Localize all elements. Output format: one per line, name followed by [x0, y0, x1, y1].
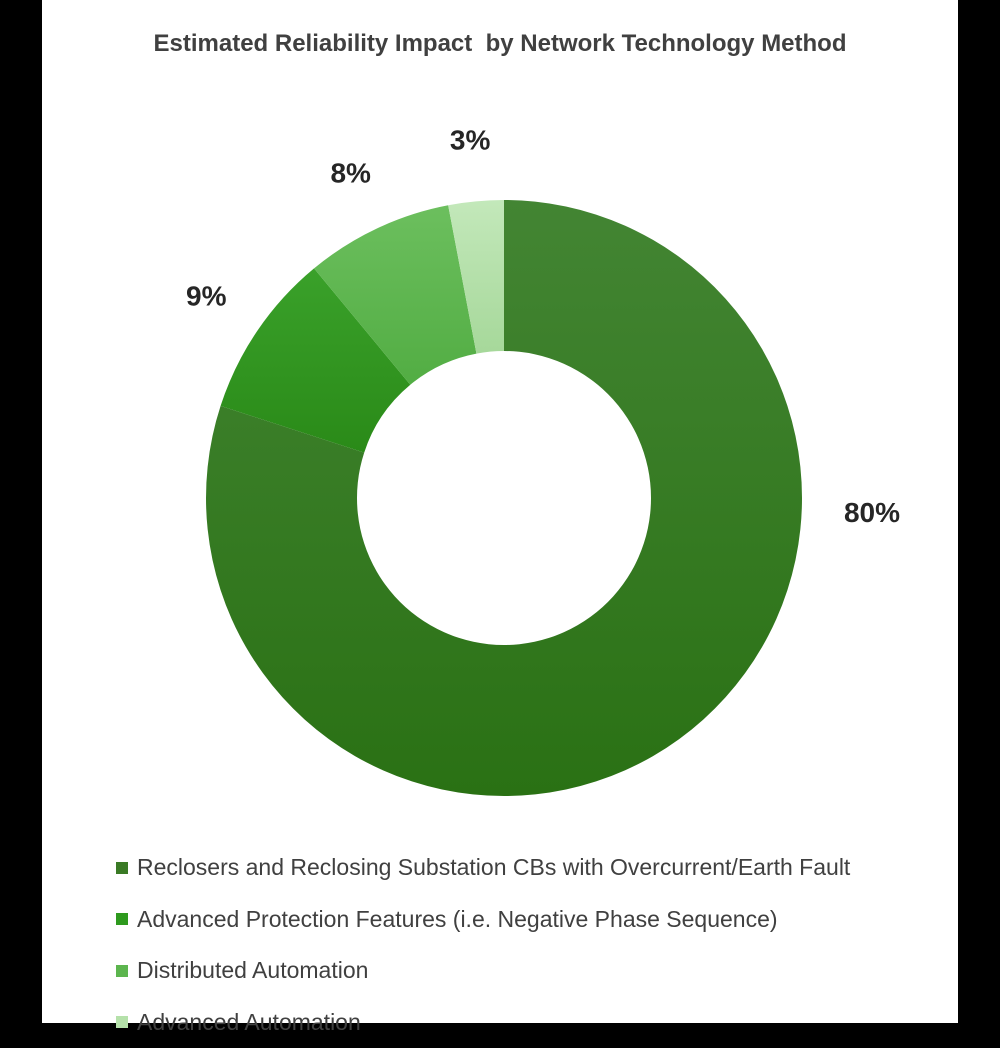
- data-label-distributed-automation: 8%: [330, 157, 371, 188]
- legend-item-advanced-automation: Advanced Automation: [116, 997, 850, 1048]
- chart-panel: Estimated Reliability Impact by Network …: [42, 0, 958, 1023]
- legend-label: Advanced Protection Features (i.e. Negat…: [137, 906, 778, 933]
- legend-label: Reclosers and Reclosing Substation CBs w…: [137, 854, 850, 881]
- legend-item-reclosers-and-reclosing-substation-cbs-with-overcurrent-earth-fault: Reclosers and Reclosing Substation CBs w…: [116, 842, 850, 894]
- legend: Reclosers and Reclosing Substation CBs w…: [116, 842, 850, 1048]
- data-label-reclosers-and-reclosing-substation-cbs-with-overcurrent-earth-fault: 80%: [844, 497, 900, 528]
- data-label-advanced-automation: 3%: [450, 125, 491, 156]
- legend-item-distributed-automation: Distributed Automation: [116, 945, 850, 997]
- legend-swatch: [116, 913, 128, 925]
- legend-swatch: [116, 965, 128, 977]
- legend-swatch: [116, 862, 128, 874]
- legend-label: Distributed Automation: [137, 957, 368, 984]
- legend-swatch: [116, 1016, 128, 1028]
- legend-label: Advanced Automation: [137, 1009, 361, 1036]
- legend-item-advanced-protection-features-i-e-negative-phase-sequence: Advanced Protection Features (i.e. Negat…: [116, 894, 850, 946]
- data-label-advanced-protection-features-i-e-negative-phase-sequence: 9%: [186, 281, 227, 312]
- donut-chart: 80% 9% 8% 3%: [42, 0, 958, 830]
